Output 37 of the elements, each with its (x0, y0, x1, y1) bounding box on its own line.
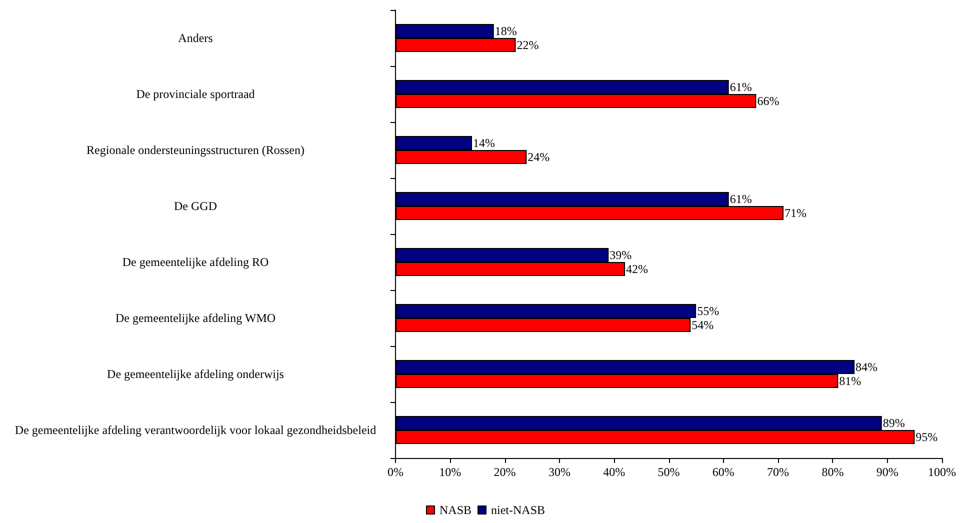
x-tick-label: 0% (388, 465, 404, 479)
x-tick-label: 80% (822, 465, 844, 479)
x-tick-label: 50% (658, 465, 680, 479)
data-label: 39% (610, 248, 632, 262)
data-label: 61% (730, 80, 752, 94)
x-tick-label: 20% (494, 465, 516, 479)
data-label: 95% (916, 430, 938, 444)
data-label: 42% (626, 262, 648, 276)
x-tick-label: 30% (548, 465, 570, 479)
x-tick-label: 60% (712, 465, 734, 479)
data-label: 89% (882, 416, 905, 430)
legend-label: NASB (439, 503, 472, 517)
x-tick-label: 70% (767, 465, 790, 479)
data-label: 71% (784, 206, 807, 220)
data-label: 84% (856, 360, 878, 374)
data-label: 61% (730, 192, 752, 206)
y-tick-label: De provinciale sportraad (136, 87, 255, 101)
y-tick-label: De GGD (174, 199, 218, 213)
y-tick-label: De gemeentelijke afdeling verantwoordelijk voor lokaal gezondheidsbeleid (14, 423, 376, 437)
data-label: 14% (473, 136, 496, 150)
y-tick-label: Anders (178, 31, 214, 45)
data-label: 55% (697, 304, 720, 318)
x-tick-label: 40% (603, 465, 626, 479)
x-tick-label: 100% (928, 465, 956, 479)
data-label: 24% (528, 150, 550, 164)
y-tick-label: De gemeentelijke afdeling WMO (115, 311, 276, 325)
y-tick-label: Regionale ondersteuningsstructuren (Rossen) (86, 143, 304, 157)
x-tick-label: 10% (439, 465, 462, 479)
y-tick-label: De gemeentelijke afdeling onderwijs (107, 367, 284, 381)
data-label: 54% (692, 318, 714, 332)
data-label: 22% (516, 38, 539, 52)
data-label: 81% (839, 374, 862, 388)
x-tick-label: 90% (876, 465, 898, 479)
data-label: 66% (757, 94, 780, 108)
data-label: 18% (494, 24, 517, 38)
y-tick-label: De gemeentelijke afdeling RO (122, 255, 269, 269)
legend-label: niet-NASB (491, 503, 546, 517)
